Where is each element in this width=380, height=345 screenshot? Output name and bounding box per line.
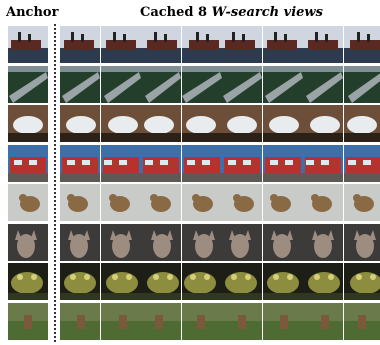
view-image-deer-in-grass-6 — [262, 302, 303, 340]
view-image-frog-8 — [343, 263, 380, 300]
view-image-deer-in-grass-4 — [181, 302, 222, 340]
view-image-frog-6 — [262, 263, 303, 300]
view-image-deer-head-4 — [181, 223, 222, 261]
views-header-suffix: -search views — [225, 5, 323, 20]
anchor-image-deer-head — [8, 223, 48, 261]
view-image-airplane-wing-1 — [60, 65, 100, 103]
views-column-header: Cached 8 W-search views — [140, 5, 323, 20]
view-image-bird-8 — [343, 184, 380, 221]
view-image-ship-6 — [262, 26, 303, 63]
view-image-ship-7 — [303, 26, 343, 63]
view-image-bird-1 — [60, 184, 100, 221]
anchor-image-bird — [8, 184, 48, 221]
view-image-fire-truck-5 — [222, 144, 262, 182]
view-image-bird-4 — [181, 184, 222, 221]
view-image-deer-head-3 — [141, 223, 181, 261]
view-image-airplane-wing-3 — [141, 65, 181, 103]
view-image-bird-6 — [262, 184, 303, 221]
view-image-deer-in-grass-1 — [60, 302, 100, 340]
view-image-fire-truck-1 — [60, 144, 100, 182]
view-image-frog-4 — [181, 263, 222, 300]
view-image-deer-in-grass-3 — [141, 302, 181, 340]
view-image-bird-7 — [303, 184, 343, 221]
anchor-image-deer-in-grass — [8, 302, 48, 340]
view-image-ship-8 — [343, 26, 380, 63]
view-image-deer-in-grass-5 — [222, 302, 262, 340]
view-image-deer-head-2 — [100, 223, 141, 261]
view-image-fire-truck-8 — [343, 144, 380, 182]
view-image-white-vehicle-7 — [303, 105, 343, 142]
anchor-image-frog — [8, 263, 48, 300]
view-image-bird-5 — [222, 184, 262, 221]
view-image-frog-3 — [141, 263, 181, 300]
anchor-image-airplane-wing — [8, 65, 48, 103]
view-image-bird-3 — [141, 184, 181, 221]
view-image-white-vehicle-2 — [100, 105, 141, 142]
view-image-ship-5 — [222, 26, 262, 63]
view-image-airplane-wing-8 — [343, 65, 380, 103]
anchor-image-ship — [8, 26, 48, 63]
view-image-white-vehicle-4 — [181, 105, 222, 142]
view-image-deer-head-8 — [343, 223, 380, 261]
view-image-deer-in-grass-7 — [303, 302, 343, 340]
view-image-fire-truck-4 — [181, 144, 222, 182]
view-image-deer-head-5 — [222, 223, 262, 261]
view-image-fire-truck-3 — [141, 144, 181, 182]
view-image-airplane-wing-2 — [100, 65, 141, 103]
view-image-deer-in-grass-2 — [100, 302, 141, 340]
view-image-deer-head-1 — [60, 223, 100, 261]
view-image-deer-head-7 — [303, 223, 343, 261]
views-header-prefix: Cached 8 — [140, 5, 212, 20]
anchor-column-header: Anchor — [6, 5, 59, 20]
view-image-frog-1 — [60, 263, 100, 300]
w-symbol: W — [211, 5, 226, 20]
view-image-ship-3 — [141, 26, 181, 63]
view-image-deer-head-6 — [262, 223, 303, 261]
view-image-airplane-wing-4 — [181, 65, 222, 103]
view-image-airplane-wing-5 — [222, 65, 262, 103]
view-image-white-vehicle-5 — [222, 105, 262, 142]
anchor-image-white-vehicle — [8, 105, 48, 142]
anchor-divider-dotted-line — [54, 24, 56, 342]
view-image-airplane-wing-7 — [303, 65, 343, 103]
view-image-white-vehicle-8 — [343, 105, 380, 142]
view-image-ship-1 — [60, 26, 100, 63]
view-image-frog-2 — [100, 263, 141, 300]
view-image-white-vehicle-3 — [141, 105, 181, 142]
view-image-ship-2 — [100, 26, 141, 63]
anchor-image-fire-truck — [8, 144, 48, 182]
view-image-deer-in-grass-8 — [343, 302, 380, 340]
view-image-airplane-wing-6 — [262, 65, 303, 103]
view-image-white-vehicle-1 — [60, 105, 100, 142]
view-image-bird-2 — [100, 184, 141, 221]
view-image-fire-truck-2 — [100, 144, 141, 182]
view-image-fire-truck-7 — [303, 144, 343, 182]
view-image-fire-truck-6 — [262, 144, 303, 182]
view-image-frog-5 — [222, 263, 262, 300]
view-image-white-vehicle-6 — [262, 105, 303, 142]
view-image-ship-4 — [181, 26, 222, 63]
view-image-frog-7 — [303, 263, 343, 300]
